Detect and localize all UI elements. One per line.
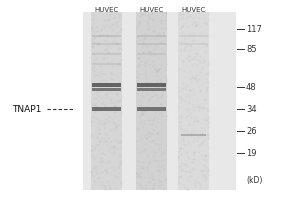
- Text: HUVEC: HUVEC: [182, 7, 206, 13]
- Bar: [136, 83, 166, 87]
- Text: 19: 19: [246, 148, 256, 158]
- Bar: [92, 53, 121, 55]
- Bar: [92, 107, 121, 111]
- Text: 117: 117: [246, 24, 262, 33]
- Text: HUVEC: HUVEC: [94, 7, 118, 13]
- Bar: [92, 43, 121, 45]
- Text: 26: 26: [246, 127, 256, 136]
- Text: 48: 48: [246, 83, 256, 92]
- Bar: [92, 35, 121, 37]
- Bar: [137, 35, 166, 37]
- Text: 85: 85: [246, 45, 256, 53]
- Bar: [92, 88, 122, 91]
- Bar: [82, 12, 236, 190]
- Bar: [137, 107, 166, 111]
- Text: HUVEC: HUVEC: [140, 7, 164, 13]
- Text: 34: 34: [246, 104, 256, 114]
- Bar: [92, 83, 122, 87]
- Bar: [178, 12, 209, 190]
- Bar: [136, 12, 167, 190]
- Text: (kD): (kD): [246, 176, 262, 184]
- Bar: [137, 53, 166, 55]
- Text: TNAP1: TNAP1: [12, 104, 42, 114]
- Bar: [136, 88, 166, 91]
- Bar: [91, 12, 122, 190]
- Bar: [179, 35, 208, 37]
- Bar: [181, 134, 206, 136]
- Bar: [92, 63, 121, 65]
- Bar: [137, 43, 166, 45]
- Bar: [179, 43, 208, 45]
